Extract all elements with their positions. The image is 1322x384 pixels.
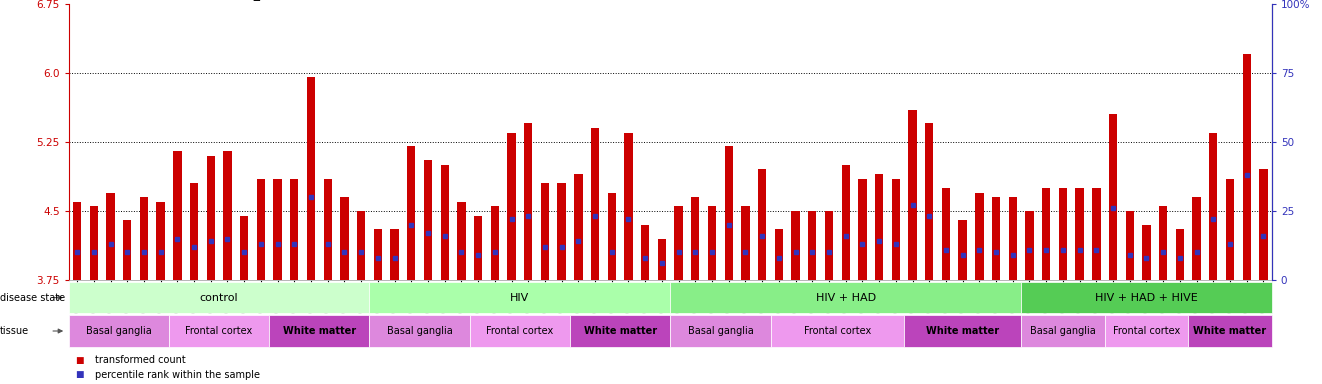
Bar [724, 146, 732, 280]
Text: Basal ganglia: Basal ganglia [687, 326, 754, 336]
Bar [658, 238, 666, 280]
Bar [307, 78, 315, 280]
Bar [1026, 211, 1034, 280]
Bar [140, 197, 148, 280]
Bar [1260, 169, 1268, 280]
Bar [792, 211, 800, 280]
Text: control: control [200, 293, 238, 303]
Text: percentile rank within the sample: percentile rank within the sample [95, 370, 260, 380]
Bar [424, 160, 432, 280]
Bar [73, 202, 81, 280]
Bar [758, 169, 767, 280]
Bar [524, 124, 533, 280]
Bar [1175, 229, 1185, 280]
Bar [508, 133, 516, 280]
Bar [1109, 114, 1117, 280]
Bar [858, 179, 867, 280]
Text: White matter: White matter [283, 326, 356, 336]
Text: transformed count: transformed count [95, 355, 186, 365]
Bar [256, 179, 266, 280]
Text: Frontal cortex: Frontal cortex [185, 326, 253, 336]
Bar [608, 192, 616, 280]
Bar [274, 179, 282, 280]
Bar [825, 211, 833, 280]
Bar [591, 128, 599, 280]
Bar [842, 165, 850, 280]
Bar [541, 183, 549, 280]
Text: White matter: White matter [1194, 326, 1266, 336]
Text: tissue: tissue [0, 326, 29, 336]
Text: Frontal cortex: Frontal cortex [1113, 326, 1181, 336]
Bar [742, 206, 750, 280]
Bar [891, 179, 900, 280]
Bar [324, 179, 332, 280]
Bar [641, 225, 649, 280]
Bar [473, 215, 483, 280]
Bar [1142, 225, 1150, 280]
Text: Frontal cortex: Frontal cortex [486, 326, 554, 336]
Text: HIV: HIV [510, 293, 530, 303]
Bar [1210, 133, 1218, 280]
Bar [206, 156, 215, 280]
Bar [707, 206, 717, 280]
Bar [976, 192, 984, 280]
Bar [340, 197, 349, 280]
Bar [1225, 179, 1235, 280]
Bar [1075, 188, 1084, 280]
Bar [958, 220, 966, 280]
Bar [123, 220, 131, 280]
Bar [1042, 188, 1051, 280]
Bar [1009, 197, 1017, 280]
Bar [1059, 188, 1067, 280]
Bar [390, 229, 399, 280]
Text: White matter: White matter [583, 326, 657, 336]
Bar [156, 202, 165, 280]
Text: Basal ganglia: Basal ganglia [1030, 326, 1096, 336]
Bar [223, 151, 231, 280]
Bar [90, 206, 98, 280]
Bar [808, 211, 817, 280]
Bar [691, 197, 699, 280]
Bar [1192, 197, 1200, 280]
Bar [875, 174, 883, 280]
Bar [775, 229, 783, 280]
Text: ■: ■ [75, 356, 83, 365]
Bar [674, 206, 682, 280]
Bar [407, 146, 415, 280]
Text: ■: ■ [75, 370, 83, 379]
Bar [374, 229, 382, 280]
Bar [925, 124, 933, 280]
Bar [241, 215, 249, 280]
Bar [490, 206, 498, 280]
Bar [941, 188, 951, 280]
Bar [106, 192, 115, 280]
Bar [173, 151, 181, 280]
Text: disease state: disease state [0, 293, 65, 303]
Bar [1243, 55, 1251, 280]
Bar [440, 165, 449, 280]
Text: HIV + HAD + HIVE: HIV + HAD + HIVE [1095, 293, 1198, 303]
Bar [1159, 206, 1167, 280]
Bar [290, 179, 299, 280]
Bar [457, 202, 465, 280]
Bar [558, 183, 566, 280]
Bar [908, 110, 916, 280]
Bar [624, 133, 633, 280]
Text: White matter: White matter [927, 326, 999, 336]
Bar [992, 197, 1001, 280]
Text: HIV + HAD: HIV + HAD [816, 293, 875, 303]
Bar [574, 174, 583, 280]
Bar [1092, 188, 1100, 280]
Bar [190, 183, 198, 280]
Bar [357, 211, 365, 280]
Text: Frontal cortex: Frontal cortex [804, 326, 871, 336]
Text: Basal ganglia: Basal ganglia [86, 326, 152, 336]
Bar [1125, 211, 1134, 280]
Text: Basal ganglia: Basal ganglia [387, 326, 452, 336]
